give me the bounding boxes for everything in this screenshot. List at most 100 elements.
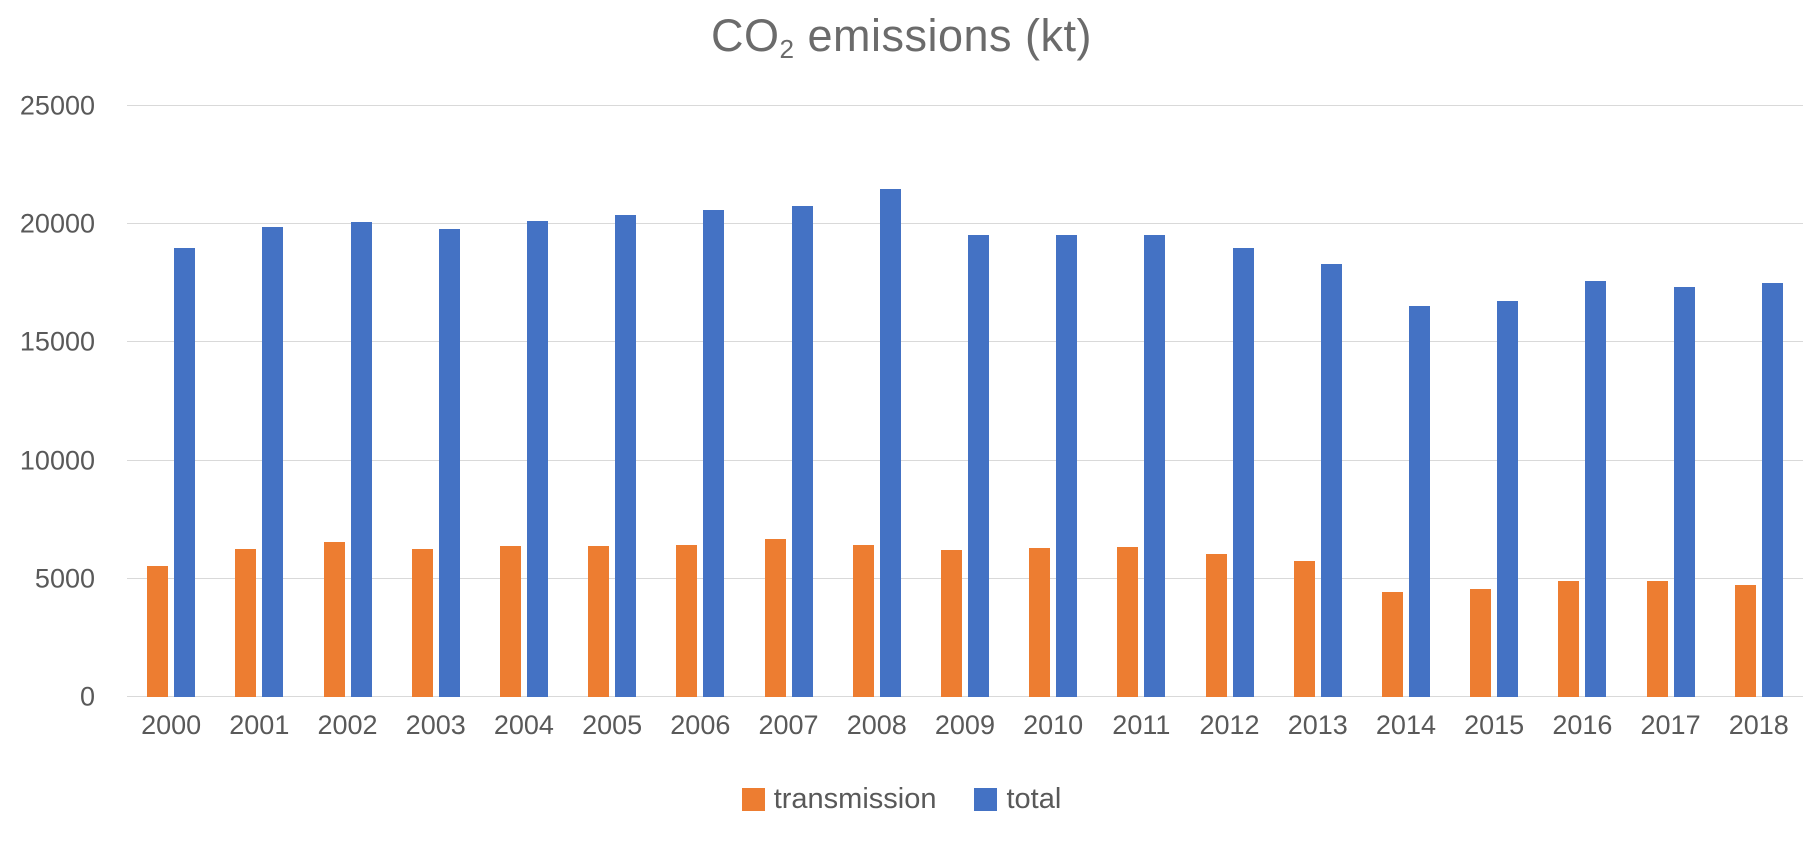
x-tick-label: 2018 <box>1728 710 1789 740</box>
x-tick-label: 2004 <box>493 710 554 740</box>
bar-transmission-2011 <box>1117 546 1139 697</box>
x-tick-label: 2001 <box>229 710 290 740</box>
x-tick-label: 2017 <box>1640 710 1701 740</box>
category-group-2017 <box>1626 106 1714 697</box>
x-tick-label: 2012 <box>1199 710 1260 740</box>
bar-total-2017 <box>1673 286 1695 697</box>
bar-transmission-2017 <box>1646 581 1668 697</box>
category-group-2015 <box>1450 106 1538 697</box>
x-tick-label: 2015 <box>1464 710 1525 740</box>
bar-transmission-2013 <box>1293 561 1315 697</box>
bar-transmission-2014 <box>1381 591 1403 697</box>
category-group-2016 <box>1538 106 1626 697</box>
bar-transmission-2010 <box>1029 548 1051 697</box>
bar-transmission-2009 <box>940 550 962 697</box>
legend-item-transmission: transmission <box>741 782 937 815</box>
y-tick-label: 20000 <box>19 208 95 239</box>
bar-transmission-2006 <box>676 544 698 697</box>
category-group-2002 <box>303 106 391 697</box>
x-tick-label: 2000 <box>141 710 202 740</box>
bar-transmission-2015 <box>1470 589 1492 697</box>
bar-total-2016 <box>1585 280 1607 697</box>
bar-total-2014 <box>1408 305 1430 697</box>
y-tick-label: 15000 <box>19 326 95 357</box>
category-group-2013 <box>1274 106 1362 697</box>
y-tick-label: 25000 <box>19 90 95 121</box>
y-tick-label: 10000 <box>19 445 95 476</box>
bar-total-2004 <box>526 220 548 697</box>
legend-item-total: total <box>974 782 1062 815</box>
category-group-2006 <box>656 106 744 697</box>
chart-title: CO2 emissions (kt) <box>0 6 1803 66</box>
category-group-2014 <box>1362 106 1450 697</box>
x-tick-label: 2007 <box>758 710 819 740</box>
gridline <box>127 696 1803 697</box>
x-tick-label: 2003 <box>405 710 466 740</box>
category-group-2010 <box>1009 106 1097 697</box>
plot-area <box>127 105 1803 697</box>
y-tick-label: 0 <box>79 681 95 712</box>
bar-transmission-2016 <box>1558 581 1580 697</box>
bar-transmission-2008 <box>852 544 874 697</box>
bar-transmission-2001 <box>235 549 257 697</box>
bar-total-2008 <box>879 188 901 697</box>
bar-total-2015 <box>1497 301 1519 697</box>
x-tick-label: 2009 <box>934 710 995 740</box>
x-tick-label: 2014 <box>1375 710 1436 740</box>
bar-total-2018 <box>1761 283 1783 697</box>
category-row <box>127 106 1803 697</box>
bar-transmission-2005 <box>588 545 610 697</box>
gridline <box>127 341 1803 343</box>
chart-title-rest: emissions (kt) <box>794 10 1093 61</box>
legend: transmission total <box>0 782 1803 815</box>
category-group-2011 <box>1097 106 1185 697</box>
bar-total-2009 <box>967 234 989 697</box>
category-group-2000 <box>127 106 215 697</box>
y-axis: 0 5000 10000 15000 20000 25000 <box>0 92 127 710</box>
x-axis: 2000 2001 2002 2003 2004 2005 2006 2007 2008 2009… <box>127 710 1803 741</box>
bar-total-2002 <box>350 221 372 697</box>
legend-label: total <box>1006 782 1062 815</box>
bar-total-2003 <box>438 228 460 697</box>
gridline <box>127 459 1803 461</box>
category-group-2004 <box>480 106 568 697</box>
x-tick-label: 2013 <box>1287 710 1348 740</box>
legend-label: transmission <box>773 782 937 815</box>
category-group-2009 <box>921 106 1009 697</box>
bar-transmission-2012 <box>1205 553 1227 697</box>
gridline <box>127 223 1803 225</box>
x-tick-label: 2002 <box>317 710 378 740</box>
bar-total-2010 <box>1056 234 1078 697</box>
x-tick-label: 2008 <box>846 710 907 740</box>
plot-wrapper: 0 5000 10000 15000 20000 25000 <box>0 92 1803 710</box>
legend-swatch-icon <box>741 787 765 811</box>
y-tick-label: 5000 <box>34 563 95 594</box>
bar-transmission-2007 <box>764 538 786 697</box>
bar-transmission-2018 <box>1734 584 1756 697</box>
legend-swatch-icon <box>974 787 998 811</box>
category-group-2007 <box>744 106 832 697</box>
bar-transmission-2000 <box>147 565 169 697</box>
category-group-2012 <box>1185 106 1273 697</box>
category-group-2008 <box>833 106 921 697</box>
bar-total-2012 <box>1232 247 1254 697</box>
chart-title-main: CO <box>710 10 780 61</box>
bar-transmission-2002 <box>323 542 345 697</box>
category-group-2005 <box>568 106 656 697</box>
bar-total-2005 <box>615 214 637 697</box>
x-tick-label: 2016 <box>1552 710 1613 740</box>
bar-total-2001 <box>262 226 284 697</box>
bar-total-2013 <box>1320 264 1342 697</box>
bar-total-2011 <box>1144 234 1166 697</box>
x-tick-label: 2005 <box>582 710 643 740</box>
x-tick-label: 2010 <box>1023 710 1084 740</box>
chart-title-subscript: 2 <box>779 34 795 65</box>
bar-total-2006 <box>703 210 725 697</box>
bar-total-2007 <box>791 206 813 697</box>
x-tick-label: 2006 <box>670 710 731 740</box>
gridline <box>127 105 1803 106</box>
bar-total-2000 <box>174 247 196 697</box>
category-group-2018 <box>1715 106 1803 697</box>
category-group-2003 <box>392 106 480 697</box>
